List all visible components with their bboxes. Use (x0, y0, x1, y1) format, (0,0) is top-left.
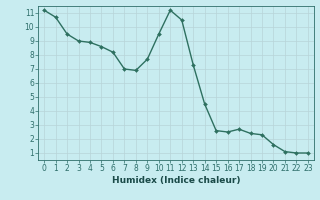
X-axis label: Humidex (Indice chaleur): Humidex (Indice chaleur) (112, 176, 240, 185)
